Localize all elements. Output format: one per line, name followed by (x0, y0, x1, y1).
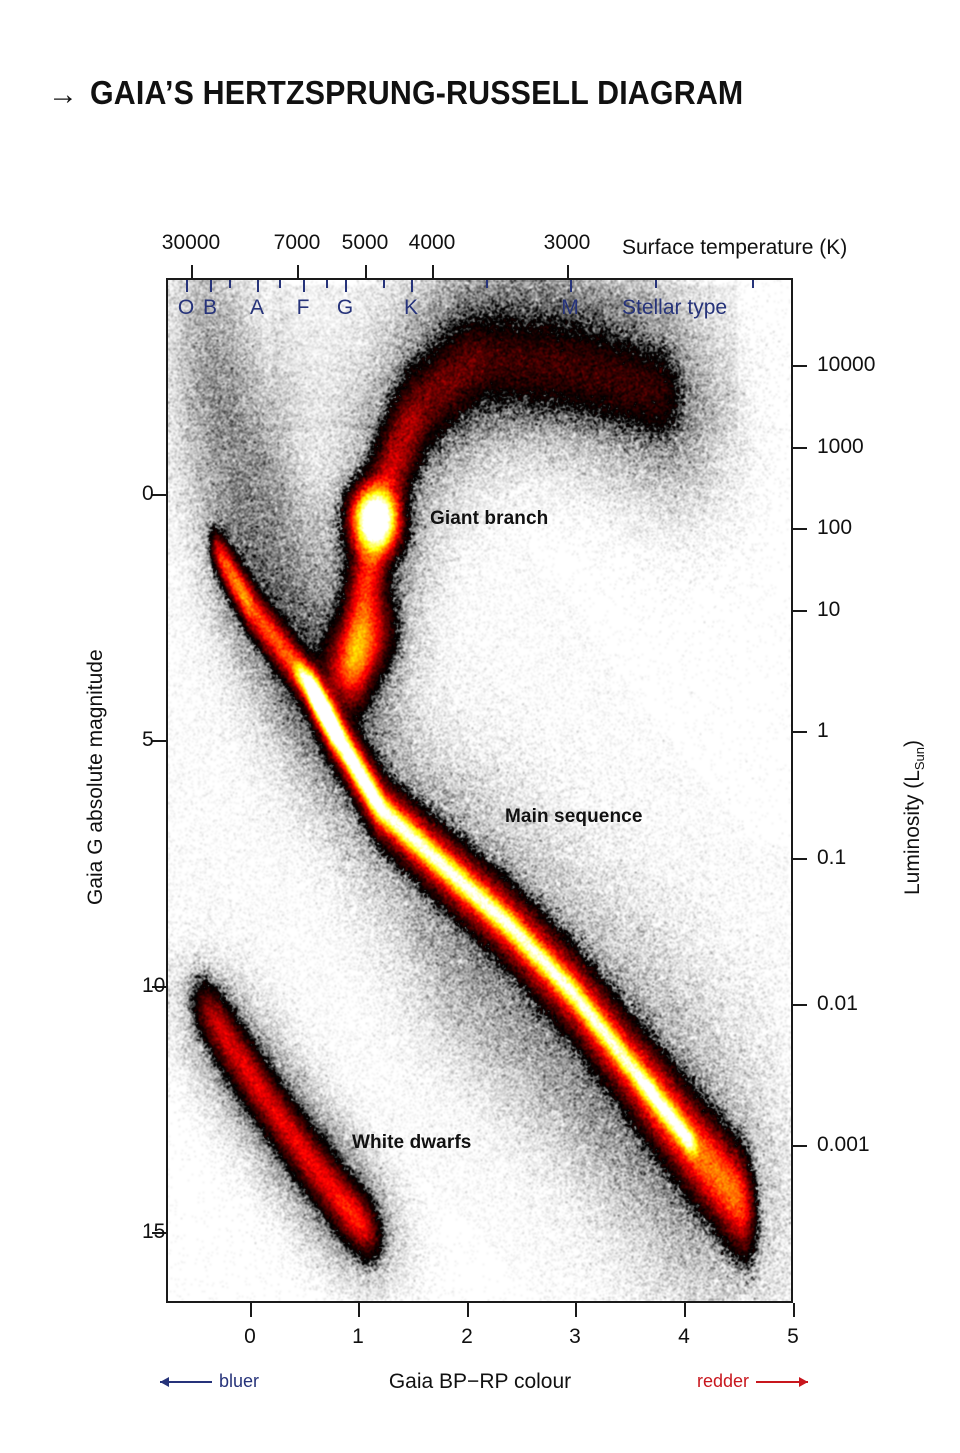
left-axis-tick-label: 15 (142, 1220, 166, 1243)
left-axis-tick-label: 0 (142, 482, 154, 505)
right-axis-tick-label: 0.01 (817, 992, 858, 1015)
right-axis-tick-label: 10 (817, 598, 841, 621)
right-axis-tick-label: 0.001 (817, 1133, 870, 1156)
top-axis-title: Surface temperature (K) (622, 236, 848, 259)
top-axis-tick-label: 5000 (341, 231, 389, 254)
right-axis-tick (793, 447, 807, 449)
left-axis-tick (152, 986, 166, 988)
right-axis-tick-label: 1000 (817, 435, 864, 458)
right-axis-tick-label: 1 (817, 719, 829, 742)
right-axis-title-main: Luminosity (L (901, 770, 924, 895)
top-axis-tick (432, 265, 434, 278)
stellar-type-label: K (403, 296, 419, 319)
page-title: → GAIA’S HERTZSPRUNG-RUSSELL DIAGRAM (48, 74, 800, 112)
stellar-type-tick (345, 280, 347, 292)
right-axis-title: Luminosity (LSun) (901, 740, 927, 895)
bottom-axis-tick (793, 1303, 795, 1317)
right-axis-title-subscript: Sun (912, 746, 928, 771)
bottom-axis-tick-label: 1 (352, 1325, 364, 1348)
right-axis-tick (793, 1004, 807, 1006)
right-axis-tick (793, 1145, 807, 1147)
top-axis-tick-label: 7000 (273, 231, 321, 254)
stellar-type-minor-tick (229, 280, 231, 288)
stellar-type-minor-tick (383, 280, 385, 288)
stellar-type-tick (186, 280, 188, 292)
right-axis-tick (793, 731, 807, 733)
left-axis-tick-label: 5 (142, 728, 154, 751)
annotation-giant-branch: Giant branch (430, 508, 549, 529)
stellar-type-minor-tick (752, 280, 754, 288)
stellar-type-tick (210, 280, 212, 292)
stellar-type-label: G (336, 296, 354, 319)
top-axis-tick (191, 265, 193, 278)
bluer-label: bluer (219, 1371, 260, 1391)
bottom-axis-tick (467, 1303, 469, 1317)
annotation-main-sequence: Main sequence (505, 806, 643, 827)
stellar-type-label: O (177, 296, 195, 319)
bottom-axis-tick (575, 1303, 577, 1317)
right-axis-title-end: ) (901, 739, 924, 747)
stellar-type-label: B (202, 296, 218, 319)
right-axis-tick (793, 528, 807, 530)
left-axis-tick-label: 10 (142, 974, 166, 997)
right-arrow-icon (756, 1376, 809, 1387)
bottom-axis-tick (358, 1303, 360, 1317)
right-axis-tick-label: 10000 (817, 353, 876, 376)
scatter-density-canvas (168, 280, 791, 1301)
stellar-type-axis-title: Stellar type (622, 296, 728, 319)
top-axis-tick-label: 3000 (543, 231, 591, 254)
bluer-direction-annotation: bluer (160, 1371, 259, 1392)
top-axis-tick (567, 265, 569, 278)
right-axis-tick-label: 0.1 (817, 846, 847, 869)
redder-label: redder (697, 1371, 750, 1391)
stellar-type-tick (570, 280, 572, 292)
top-axis-tick-label: 4000 (408, 231, 456, 254)
stellar-type-minor-tick (486, 280, 488, 288)
left-axis-tick (152, 740, 166, 742)
title-arrow-icon: → (48, 78, 78, 111)
left-axis-tick (152, 1232, 166, 1234)
redder-direction-annotation: redder (697, 1371, 809, 1392)
right-axis-tick (793, 365, 807, 367)
stellar-type-minor-tick (279, 280, 281, 288)
page-title-text: GAIA’S HERTZSPRUNG-RUSSELL DIAGRAM (90, 74, 744, 111)
stellar-type-minor-tick (326, 280, 328, 288)
top-axis-tick (365, 265, 367, 278)
top-axis-tick-label: 30000 (161, 231, 221, 254)
left-axis-tick (152, 494, 166, 496)
stellar-type-tick (303, 280, 305, 292)
left-axis-title: Gaia G absolute magnitude (84, 649, 107, 905)
bottom-axis-tick-label: 3 (569, 1325, 581, 1348)
stellar-type-label: M (561, 296, 579, 319)
bottom-axis-title: Gaia BP−RP colour (388, 1370, 572, 1393)
annotation-white-dwarfs: White dwarfs (352, 1132, 472, 1153)
left-arrow-icon (160, 1376, 212, 1387)
stellar-type-tick (257, 280, 259, 292)
stellar-type-minor-tick (655, 280, 657, 288)
bottom-axis-tick (684, 1303, 686, 1317)
top-axis-tick (297, 265, 299, 278)
right-axis-tick-label: 100 (817, 516, 853, 539)
bottom-axis-tick-label: 5 (787, 1325, 799, 1348)
bottom-axis-tick-label: 4 (678, 1325, 690, 1348)
stellar-type-label: F (296, 296, 310, 319)
stellar-type-label: A (249, 296, 265, 319)
stellar-type-tick (411, 280, 413, 292)
bottom-axis-tick-label: 0 (244, 1325, 256, 1348)
bottom-axis-tick (250, 1303, 252, 1317)
plot-area (166, 278, 793, 1303)
right-axis-tick (793, 858, 807, 860)
bottom-axis-tick-label: 2 (461, 1325, 473, 1348)
right-axis-tick (793, 610, 807, 612)
